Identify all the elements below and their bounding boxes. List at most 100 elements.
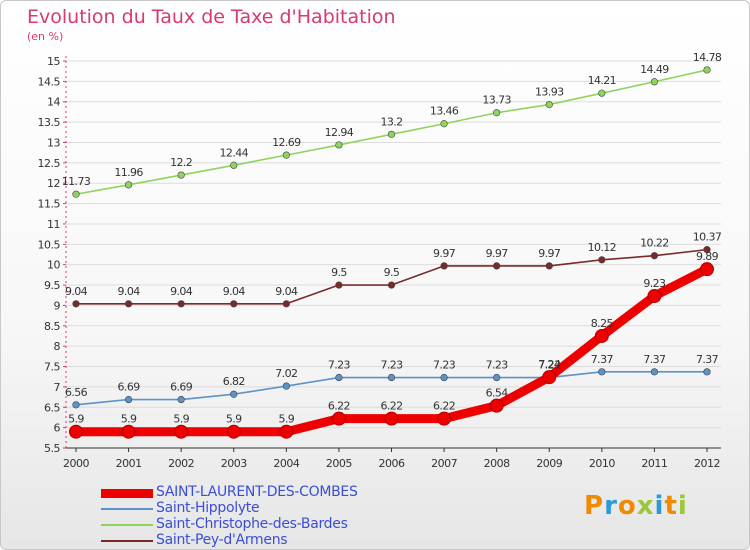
data-point: [542, 370, 557, 385]
data-point: [493, 109, 501, 117]
data-point: [226, 424, 241, 439]
data-label: 11.73: [62, 175, 91, 188]
data-point: [650, 78, 659, 86]
x-tick-label: 2007: [431, 457, 457, 470]
data-point: [124, 181, 133, 189]
logo-letter: t: [664, 491, 678, 521]
data-label: 12.44: [220, 146, 249, 159]
data-label: 7.37: [696, 353, 719, 366]
data-point: [598, 256, 606, 264]
data-label: 9.04: [275, 285, 298, 298]
legend-swatch: [101, 524, 153, 526]
data-point: [230, 390, 238, 398]
x-tick-label: 2009: [536, 457, 562, 470]
x-tick-label: 2006: [379, 457, 405, 470]
data-point: [545, 262, 553, 270]
data-label: 14.49: [640, 63, 669, 76]
data-label: 7.02: [275, 367, 297, 380]
data-label: 9.97: [433, 247, 456, 260]
data-label: 13.2: [380, 115, 402, 128]
legend-label: Saint-Pey-d'Armens: [156, 532, 288, 548]
data-point: [384, 411, 399, 426]
y-tick-label: 7.5: [44, 361, 60, 374]
y-tick-label: 10: [47, 259, 60, 272]
data-label: 9.04: [170, 285, 193, 298]
data-point: [700, 262, 714, 277]
data-label: 5.9: [68, 413, 84, 426]
data-label: 6.22: [328, 400, 350, 413]
data-label: 11.96: [114, 166, 143, 179]
x-tick-label: 2003: [221, 457, 247, 470]
data-label: 9.89: [696, 250, 719, 263]
data-label: 6.22: [380, 400, 402, 413]
data-point: [335, 141, 343, 149]
data-label: 5.9: [278, 413, 294, 426]
data-point: [282, 300, 290, 308]
data-label: 7.23: [328, 359, 351, 372]
y-tick-label: 10.5: [38, 238, 61, 251]
data-point: [598, 368, 606, 376]
data-point: [121, 424, 136, 439]
data-point: [387, 373, 396, 382]
data-label: 10.22: [640, 237, 669, 250]
x-tick-label: 2001: [116, 457, 142, 470]
data-label: 9.04: [65, 285, 88, 298]
data-point: [282, 151, 290, 159]
legend-label: SAINT-LAURENT-DES-COMBES: [156, 484, 358, 500]
x-tick-label: 2012: [694, 457, 720, 470]
y-tick-label: 13.5: [38, 116, 61, 129]
y-tick-label: 8: [54, 340, 61, 353]
y-tick-label: 9: [54, 299, 61, 312]
data-point: [230, 300, 238, 308]
data-label: 6.69: [118, 381, 141, 394]
legend-swatch: [101, 508, 153, 510]
data-point: [72, 300, 80, 308]
data-label: 5.9: [173, 413, 189, 426]
data-labels: 6.56 6.69 6.69 6.82 7.02 7.23 7.23 7.23 7.23 7.23…: [62, 51, 723, 426]
data-point: [230, 161, 238, 169]
data-label: 9.5: [331, 266, 347, 279]
data-point: [545, 100, 553, 109]
data-label: 6.82: [223, 375, 245, 388]
data-label: 7.37: [643, 353, 666, 366]
data-label: 10.37: [693, 231, 722, 244]
data-point: [177, 171, 185, 179]
data-label: 7.37: [591, 353, 614, 366]
data-label: 10.12: [588, 241, 617, 254]
y-tick-label: 11: [47, 218, 60, 231]
y-tick-label: 11.5: [38, 198, 61, 211]
chart-subtitle: (en %): [27, 30, 64, 43]
data-point: [174, 424, 189, 439]
data-label: 9.97: [486, 247, 509, 260]
logo-letter: i: [654, 491, 665, 521]
y-tick-label: 14: [47, 96, 60, 109]
data-point: [493, 262, 501, 270]
logo-letter: r: [604, 491, 618, 521]
data-point: [72, 190, 80, 198]
data-point: [703, 368, 711, 376]
data-point: [703, 66, 711, 74]
x-tick-label: 2011: [641, 457, 667, 470]
logo-letter: x: [636, 491, 655, 521]
data-point: [650, 252, 659, 260]
data-point: [72, 401, 80, 409]
data-label: 14.21: [588, 74, 617, 87]
y-tick-label: 12: [47, 177, 60, 190]
data-label: 7.23: [486, 359, 509, 372]
x-tick-label: 2008: [484, 457, 510, 470]
logo-letter: o: [617, 491, 637, 521]
data-label: 9.04: [118, 285, 141, 298]
data-label: 14.78: [693, 51, 722, 64]
data-label: 13.46: [430, 105, 459, 118]
data-label: 13.73: [482, 94, 511, 107]
legend-swatch: [101, 540, 153, 542]
data-label: 8.25: [591, 317, 614, 330]
legend-label: Saint-Hippolyte: [156, 500, 260, 516]
data-point: [69, 424, 83, 439]
data-label: 9.5: [384, 266, 400, 279]
data-label: 5.9: [226, 413, 242, 426]
legend-label: Saint-Christophe-des-Bardes: [156, 516, 348, 532]
y-tick-label: 6.5: [44, 401, 60, 414]
